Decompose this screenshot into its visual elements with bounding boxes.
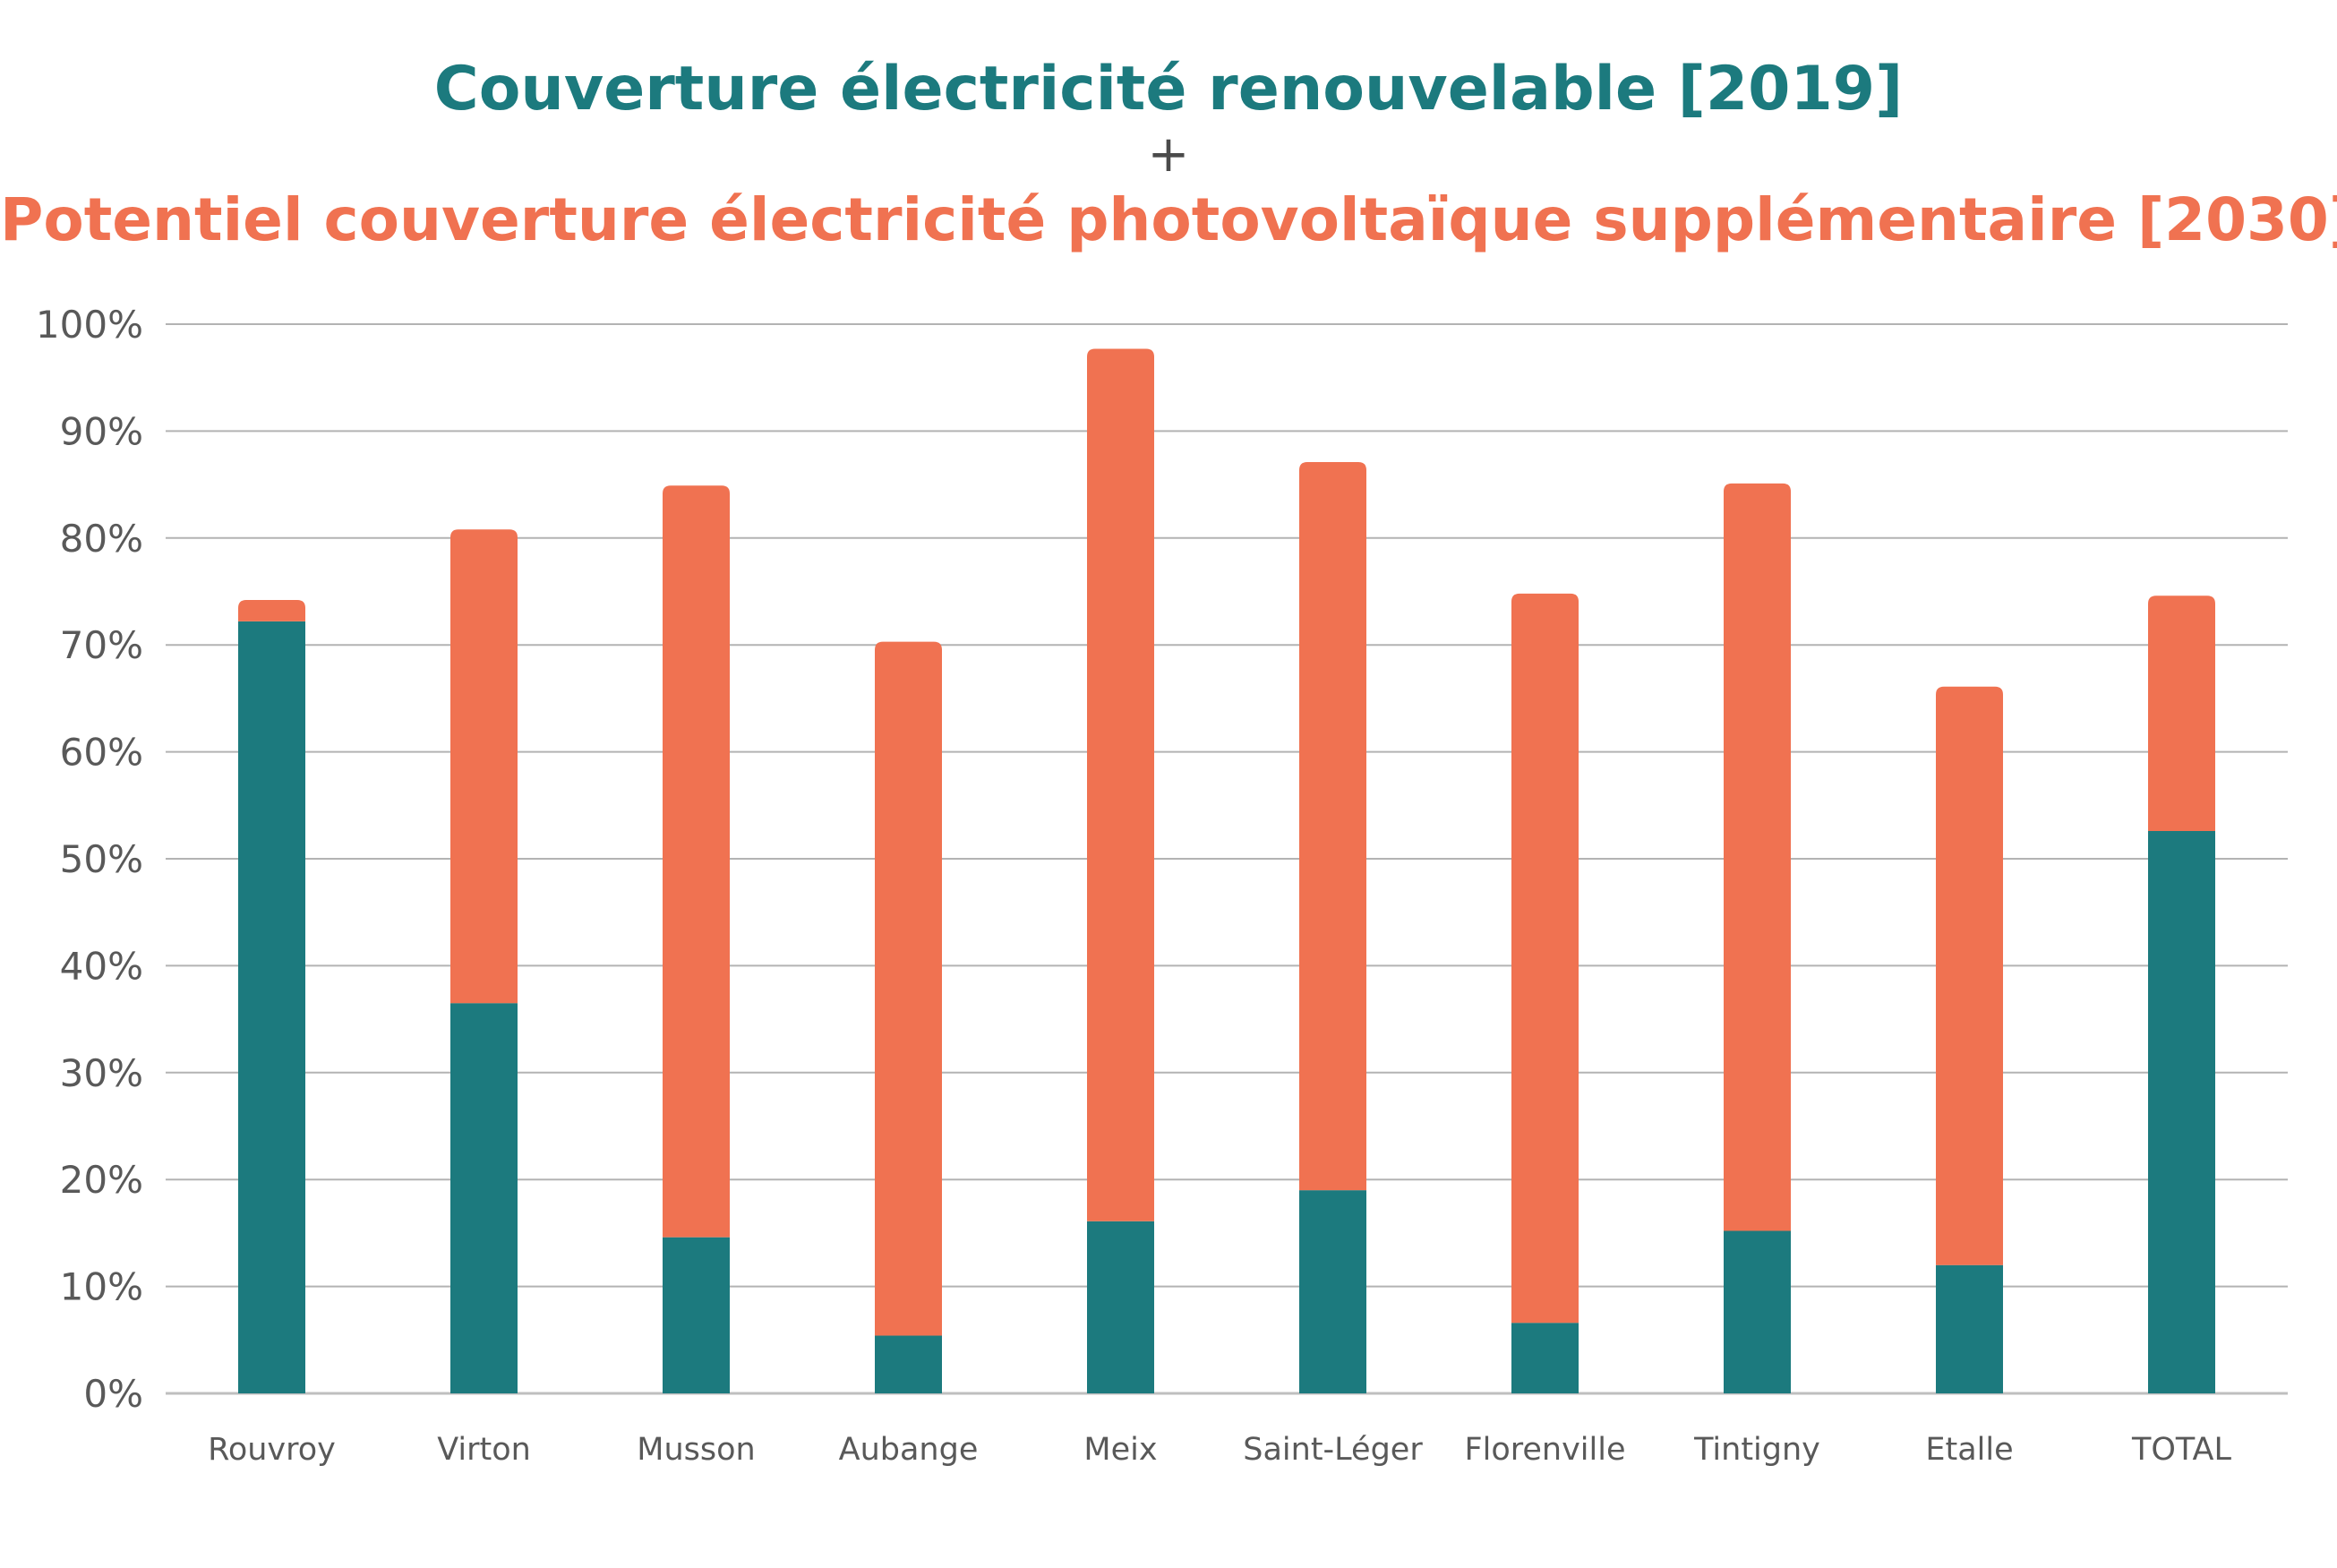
title-plus-sign: +	[1147, 125, 1190, 184]
bar-pv-potential-2030-4	[1087, 348, 1154, 1221]
bar-renewable-2019-2	[663, 1237, 730, 1393]
bar-pv-potential-2030-6	[1511, 593, 1579, 1324]
bar-renewable-2019-1	[450, 1003, 518, 1393]
bar-renewable-2019-8	[1936, 1264, 2003, 1393]
bar-renewable-2019-3	[875, 1335, 942, 1393]
bar-pv-potential-2030-5	[1299, 462, 1366, 1191]
bar-pv-potential-2030-1	[450, 529, 518, 1004]
x-category-label: Meix	[1083, 1432, 1157, 1468]
bar-pv-potential-2030-8	[1936, 686, 2003, 1265]
bar-pv-potential-2030-0	[238, 600, 305, 621]
x-category-label: Virton	[437, 1432, 531, 1468]
y-tick-label: 0%	[83, 1372, 143, 1416]
x-category-label: Saint-Léger	[1243, 1432, 1423, 1468]
bar-pv-potential-2030-7	[1724, 483, 1791, 1231]
x-category-label: Tintigny	[1693, 1432, 1820, 1468]
bar-renewable-2019-0	[238, 621, 305, 1393]
x-category-label: Musson	[637, 1432, 755, 1468]
y-tick-label: 70%	[60, 623, 143, 667]
bar-renewable-2019-5	[1299, 1190, 1366, 1393]
x-axis-category-labels: Rouvroy Virton Musson Aubange Meix Saint-Lége…	[208, 1432, 2231, 1468]
title-line-pv-potential-2030: Potentiel couverture électricité photovo…	[0, 185, 2337, 254]
y-tick-label: 90%	[60, 409, 143, 453]
y-tick-label: 10%	[60, 1265, 143, 1309]
bar-renewable-2019-6	[1511, 1323, 1579, 1393]
y-tick-label: 30%	[60, 1051, 143, 1095]
y-tick-label: 80%	[60, 517, 143, 561]
x-category-label: Rouvroy	[208, 1432, 336, 1468]
chart-title: Couverture électricité renouvelable [201…	[0, 49, 2337, 261]
y-tick-label: 100%	[36, 303, 143, 347]
title-line-renewable-2019: Couverture électricité renouvelable [201…	[433, 54, 1904, 124]
gridlines	[166, 323, 2288, 1395]
bars	[238, 348, 2215, 1393]
y-axis-tick-labels: 0% 10% 20% 30% 40% 50% 60% 70% 80% 90% 100%	[36, 303, 143, 1416]
bar-renewable-2019-4	[1087, 1221, 1154, 1393]
x-category-label: Etalle	[1925, 1432, 2013, 1468]
x-category-label: Florenville	[1464, 1432, 1625, 1468]
bar-pv-potential-2030-3	[875, 641, 942, 1336]
y-tick-label: 50%	[60, 837, 143, 881]
bar-pv-potential-2030-2	[663, 485, 730, 1238]
bar-renewable-2019-7	[1724, 1230, 1791, 1393]
bar-renewable-2019-9	[2148, 830, 2215, 1393]
y-tick-label: 60%	[60, 731, 143, 775]
x-category-label: TOTAL	[2131, 1432, 2232, 1468]
x-category-label: Aubange	[839, 1432, 979, 1468]
bar-pv-potential-2030-9	[2148, 595, 2215, 831]
y-tick-label: 20%	[60, 1158, 143, 1202]
y-tick-label: 40%	[60, 944, 143, 988]
